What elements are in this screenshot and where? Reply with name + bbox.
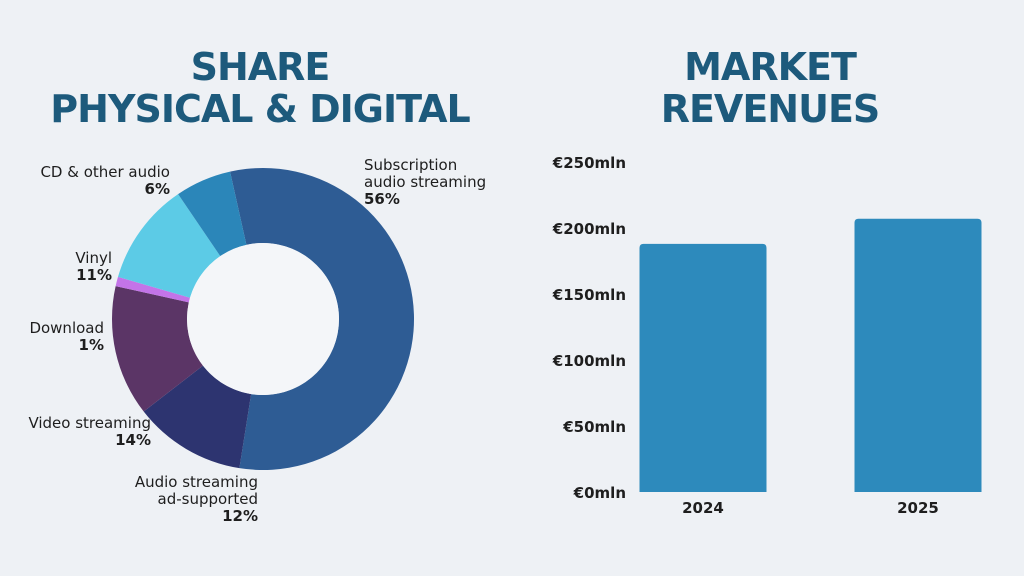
pie-label-video-streaming: Video streaming 14%: [28, 414, 151, 449]
y-tick-label: €0mln: [573, 484, 626, 502]
donut-slice-download: [115, 276, 191, 303]
y-tick-label: €100mln: [552, 352, 626, 370]
x-tick-label: 2025: [897, 499, 939, 517]
bar-2024: [639, 243, 767, 492]
y-tick-label: €50mln: [562, 418, 626, 436]
pie-label-cd-other: CD & other audio 6%: [40, 163, 170, 198]
donut-slice-vinyl: [117, 194, 221, 298]
donut-center: [187, 243, 339, 395]
bar-2025: [854, 218, 982, 492]
pie-label-vinyl: Vinyl 11%: [75, 249, 112, 284]
revenue-chart-title: MARKET REVENUES: [660, 45, 881, 131]
x-tick-label: 2024: [682, 499, 724, 517]
y-tick-label: €250mln: [552, 154, 626, 172]
donut-slice-cd-other-audio: [178, 171, 247, 257]
y-tick-label: €150mln: [552, 286, 626, 304]
donut-slice-subscription-audio-streaming: [230, 167, 415, 470]
bar-chart: €0mln €50mln €100mln €150mln €200mln €250mln 2…: [552, 154, 982, 517]
pie-label-ad-supported: Audio streaming ad-supported 12%: [134, 473, 258, 525]
y-tick-label: €200mln: [552, 220, 626, 238]
donut-chart: [111, 167, 415, 470]
pie-label-download: Download 1%: [29, 319, 104, 354]
share-chart-title: SHARE PHYSICAL & DIGITAL: [50, 45, 470, 131]
donut-slice-video-streaming: [111, 286, 203, 412]
pie-label-subscription: Subscription audio streaming 56%: [364, 156, 487, 208]
donut-slice-audio-streaming-ad-supported: [143, 365, 252, 469]
